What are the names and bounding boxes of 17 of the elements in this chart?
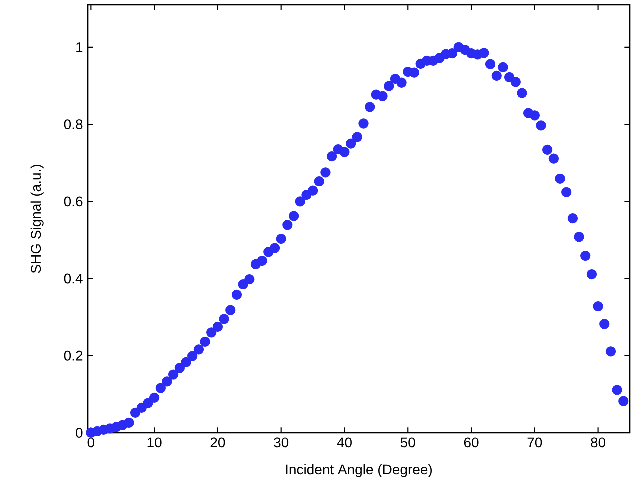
x-tick-label: 30 [274,438,289,448]
x-tick-label: 50 [400,438,416,448]
x-tick-label: 70 [528,438,542,448]
y-tick-label: 1 [76,42,83,52]
x-tick-label: 0 [88,438,95,448]
y-tick-label: 0.6 [64,196,83,207]
x-tick-label: 10 [148,438,162,448]
x-axis-title: Incident Angle (Degree) [286,464,432,478]
x-tick-label: 60 [464,438,479,448]
y-tick-label: 0.4 [64,274,83,284]
x-tick-label: 20 [210,438,226,448]
x-tick-label: 40 [337,438,352,448]
x-tick-label: 80 [591,438,606,448]
y-axis-title: SHG Signal (a.u.) [30,165,44,274]
y-tick-label: 0 [76,428,83,438]
y-tick-label: 0.2 [64,350,83,361]
y-tick-label: 0.8 [64,120,83,130]
